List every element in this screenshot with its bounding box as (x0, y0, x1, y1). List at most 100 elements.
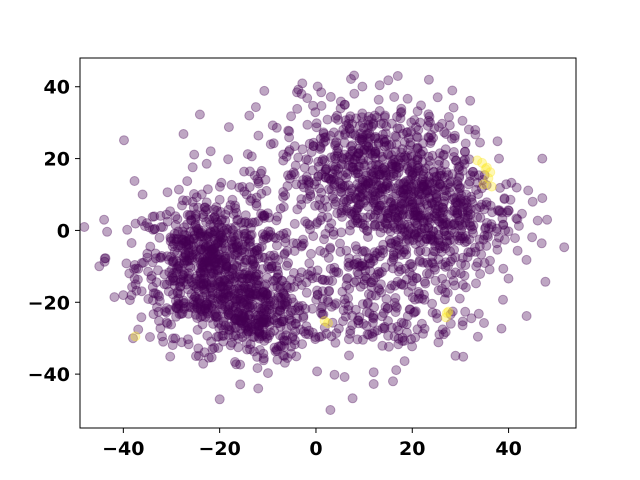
data-point (466, 313, 477, 324)
data-point (366, 166, 377, 177)
data-point (382, 219, 393, 230)
data-point (267, 304, 278, 315)
data-point (264, 330, 275, 341)
data-point (465, 170, 476, 181)
data-point (298, 234, 308, 245)
data-point (221, 261, 232, 272)
data-point (196, 244, 207, 255)
data-point (193, 237, 204, 248)
data-point (277, 300, 288, 311)
data-point (351, 151, 362, 162)
data-point (242, 344, 253, 355)
data-point (136, 286, 147, 297)
data-point (174, 299, 185, 310)
data-point (241, 228, 251, 239)
data-point (494, 153, 504, 164)
data-point (386, 322, 397, 333)
data-point (289, 339, 300, 350)
data-point (178, 258, 189, 269)
data-point (212, 269, 223, 280)
data-point (390, 236, 401, 247)
data-point (418, 257, 429, 268)
data-point (170, 295, 181, 306)
data-point (329, 174, 340, 185)
data-point (311, 122, 322, 133)
data-point (368, 367, 379, 378)
data-point (361, 225, 372, 236)
data-point (361, 320, 372, 331)
data-point (413, 165, 424, 176)
data-point (309, 179, 320, 190)
data-point (301, 171, 312, 182)
data-point (454, 172, 465, 183)
data-point (349, 128, 359, 139)
data-point (265, 250, 276, 261)
data-point (180, 250, 191, 261)
data-point (389, 204, 399, 215)
data-point (253, 383, 264, 394)
data-point (234, 315, 245, 326)
data-point (209, 234, 220, 245)
data-point (421, 268, 432, 279)
data-point (376, 183, 387, 194)
data-point (445, 176, 456, 187)
data-point (391, 132, 402, 142)
data-point (240, 210, 251, 221)
data-point (200, 202, 211, 213)
data-point (164, 304, 175, 315)
data-point (412, 218, 423, 229)
data-point (183, 247, 194, 258)
data-point (370, 209, 380, 220)
data-point (250, 271, 261, 282)
data-point (256, 317, 267, 328)
data-point (246, 229, 257, 240)
data-point (430, 275, 441, 286)
data-point (208, 268, 219, 279)
data-point (159, 269, 170, 280)
data-point (266, 300, 277, 311)
data-point (419, 289, 429, 300)
data-point (199, 202, 210, 213)
data-point (396, 264, 406, 275)
data-point (392, 248, 403, 259)
data-point (296, 280, 307, 290)
data-point (237, 273, 248, 284)
data-point (296, 194, 307, 205)
data-point (267, 314, 278, 325)
data-point (319, 234, 329, 245)
y-tick-label: 0 (57, 220, 70, 242)
data-point (211, 202, 222, 213)
data-point (193, 227, 204, 238)
data-point (414, 189, 425, 200)
data-point (410, 206, 421, 217)
data-point (471, 184, 482, 195)
data-point (147, 257, 158, 268)
data-point (332, 151, 343, 162)
data-point (207, 287, 218, 298)
data-point (356, 134, 367, 145)
data-point (279, 290, 290, 301)
data-point (393, 155, 404, 166)
data-point (282, 296, 293, 307)
data-point (259, 85, 270, 96)
data-point (367, 328, 378, 339)
data-point (327, 317, 338, 328)
data-point (396, 278, 407, 289)
data-point (150, 253, 161, 264)
data-point (388, 254, 399, 265)
data-point (438, 204, 449, 215)
data-point (460, 195, 471, 206)
data-point (170, 333, 181, 344)
data-point (136, 312, 147, 323)
data-point (401, 176, 411, 186)
data-point (178, 276, 189, 287)
data-point (179, 255, 190, 266)
data-point (446, 225, 457, 236)
data-point (411, 122, 421, 133)
data-point (396, 195, 407, 206)
data-point (214, 181, 225, 192)
data-point (154, 232, 165, 243)
data-point (239, 231, 250, 242)
data-point (186, 215, 197, 225)
data-point (330, 113, 341, 124)
